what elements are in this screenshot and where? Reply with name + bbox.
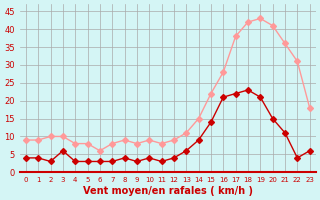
X-axis label: Vent moyen/en rafales ( km/h ): Vent moyen/en rafales ( km/h ) — [83, 186, 253, 196]
